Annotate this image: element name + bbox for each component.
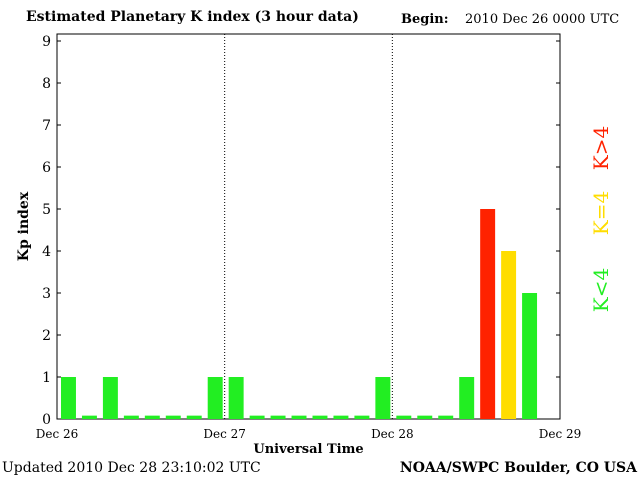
- y-tick-label: 9: [42, 34, 51, 50]
- kp-bar: [207, 377, 223, 419]
- legend-item: K=4: [589, 191, 613, 235]
- kp-bar: [459, 377, 475, 419]
- begin-value: 2010 Dec 26 0000 UTC: [465, 12, 620, 27]
- kp-bar: [375, 377, 391, 419]
- x-tick-label: Dec 27: [203, 427, 246, 441]
- data-source: NOAA/SWPC Boulder, CO USA: [399, 460, 637, 476]
- kp-bar: [81, 415, 97, 419]
- kp-bar: [522, 293, 538, 419]
- kp-bar: [165, 415, 181, 419]
- kp-bar: [144, 415, 160, 419]
- y-tick-label: 8: [42, 76, 51, 92]
- kp-bar: [102, 377, 118, 419]
- chart-title: Estimated Planetary K index (3 hour data…: [26, 9, 359, 25]
- kp-bar: [123, 415, 139, 419]
- kp-bar: [270, 415, 286, 419]
- legend-item: K>4: [589, 126, 613, 170]
- kp-bar: [354, 415, 370, 419]
- updated-timestamp: Updated 2010 Dec 28 23:10:02 UTC: [2, 460, 261, 476]
- plot-frame: [56, 33, 561, 420]
- updated-value: 2010 Dec 28 23:10:02 UTC: [67, 460, 261, 476]
- kp-bar: [312, 415, 328, 419]
- y-tick-label: 5: [42, 202, 51, 218]
- legend-item: K<4: [589, 268, 613, 312]
- kp-bar: [333, 415, 349, 419]
- kp-bar: [501, 251, 517, 419]
- x-tick-label: Dec 26: [36, 427, 79, 441]
- kp-bar: [186, 415, 202, 419]
- x-tick-label: Dec 29: [539, 427, 582, 441]
- kp-bar: [291, 415, 307, 419]
- kp-bar: [228, 377, 244, 419]
- y-tick-label: 3: [42, 286, 51, 302]
- kp-bar: [438, 415, 454, 419]
- x-tick-label: Dec 28: [371, 427, 414, 441]
- y-tick-label: 2: [42, 328, 51, 344]
- begin-label: Begin:: [401, 12, 449, 27]
- kp-bar: [249, 415, 265, 419]
- kp-bar: [61, 377, 76, 419]
- y-axis-label: Kp index: [16, 191, 32, 261]
- updated-label: Updated: [2, 460, 63, 476]
- kp-bar: [417, 415, 433, 419]
- y-tick-label: 4: [42, 244, 51, 260]
- y-tick-label: 0: [42, 412, 51, 428]
- kp-bar: [396, 415, 412, 419]
- y-tick-label: 1: [42, 370, 51, 386]
- x-axis-label: Universal Time: [253, 442, 363, 457]
- y-tick-label: 6: [42, 160, 51, 176]
- kp-bar: [480, 209, 496, 419]
- y-tick-label: 7: [42, 118, 51, 134]
